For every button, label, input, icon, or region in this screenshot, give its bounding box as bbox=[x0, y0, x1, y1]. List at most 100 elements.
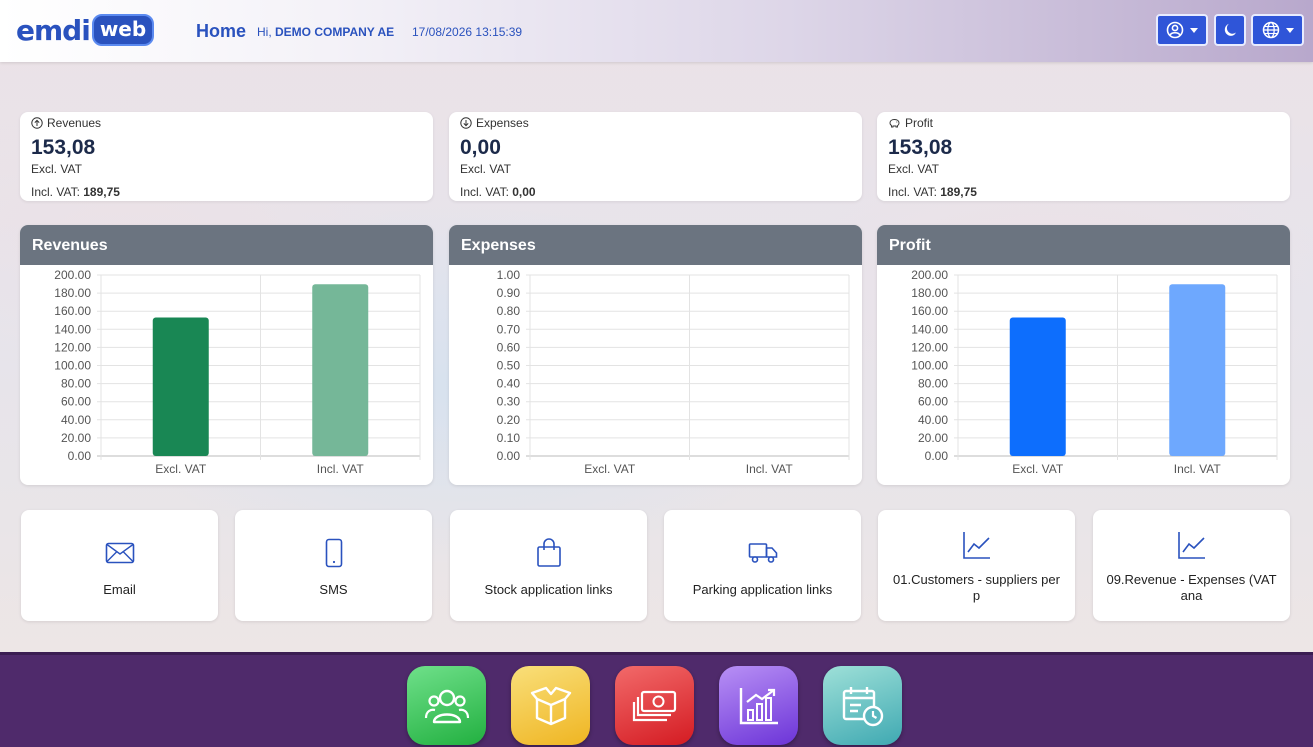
dark-mode-toggle[interactable] bbox=[1214, 14, 1246, 46]
schedule-app-button[interactable] bbox=[823, 666, 902, 745]
revenues-bar-chart: 0.00 20.00 40.00 60.00 80.00 100.00 120.00 140.… bbox=[54, 268, 421, 476]
summary-label: Expenses bbox=[476, 116, 529, 130]
revenues-summary-card: Revenues 153,08 Excl. VAT Incl. VAT: 189… bbox=[20, 112, 433, 201]
line-chart-icon bbox=[962, 532, 990, 559]
y-tick-label: 60.00 bbox=[918, 395, 948, 409]
summary-value: 153,08 bbox=[31, 136, 96, 159]
summary-excl-label: Excl. VAT bbox=[888, 162, 939, 176]
y-tick-label: 0.00 bbox=[68, 449, 92, 463]
y-tick-label: 0.40 bbox=[497, 377, 521, 391]
greeting-prefix: Hi, bbox=[257, 25, 275, 39]
y-tick-label: 0.50 bbox=[497, 359, 521, 373]
profit-chart-card: Profit 0.00 20.00 40.00 60.00 80.00 100.00 120… bbox=[877, 225, 1290, 485]
chart-title: Profit bbox=[877, 225, 1290, 265]
top-header: emdi web Home Hi, DEMO COMPANY AE 17/08/… bbox=[0, 0, 1313, 62]
summary-incl-label: Incl. VAT: bbox=[31, 185, 84, 199]
summary-incl-label: Incl. VAT: bbox=[888, 185, 941, 199]
y-tick-label: 160.00 bbox=[54, 304, 91, 318]
bottom-app-bar bbox=[0, 652, 1313, 747]
y-tick-label: 0.90 bbox=[497, 286, 521, 300]
user-menu-button[interactable] bbox=[1156, 14, 1208, 46]
y-tick-label: 0.60 bbox=[497, 340, 521, 354]
tile-label: Parking application links bbox=[692, 582, 833, 597]
items-app-button[interactable] bbox=[511, 666, 590, 745]
chart-bar bbox=[152, 317, 209, 456]
summary-incl-value: 189,75 bbox=[940, 185, 977, 199]
y-tick-label: 0.70 bbox=[497, 322, 521, 336]
revenues-chart-card: Revenues 0.00 20.00 40.00 60.00 80.00 100.00 1… bbox=[20, 225, 433, 485]
y-tick-label: 180.00 bbox=[911, 286, 948, 300]
box-icon bbox=[530, 686, 571, 725]
app-logo[interactable]: emdi web bbox=[16, 12, 155, 48]
summary-incl-vat: Incl. VAT: 189,75 bbox=[888, 185, 1279, 199]
chevron-down-icon bbox=[1190, 27, 1198, 33]
summary-incl-vat: Incl. VAT: 0,00 bbox=[460, 185, 851, 199]
summary-excl-label: Excl. VAT bbox=[31, 162, 82, 176]
parking-links-tile[interactable]: Parking application links bbox=[664, 510, 861, 621]
language-menu-button[interactable] bbox=[1251, 14, 1304, 46]
y-tick-label: 100.00 bbox=[911, 359, 948, 373]
summary-incl-value: 0,00 bbox=[512, 185, 536, 199]
y-tick-label: 100.00 bbox=[54, 359, 91, 373]
chart-bar bbox=[1009, 317, 1066, 456]
calendar-clock-icon bbox=[842, 686, 883, 726]
tile-label: Stock application links bbox=[484, 582, 613, 597]
y-tick-label: 200.00 bbox=[911, 268, 948, 282]
email-tile[interactable]: Email bbox=[21, 510, 218, 621]
summary-incl-value: 189,75 bbox=[83, 185, 120, 199]
y-tick-label: 120.00 bbox=[54, 340, 91, 354]
chart-title: Revenues bbox=[20, 225, 433, 265]
finance-app-button[interactable] bbox=[615, 666, 694, 745]
y-tick-label: 60.00 bbox=[61, 395, 91, 409]
x-tick-label: Excl. VAT bbox=[1012, 462, 1064, 476]
y-tick-label: 140.00 bbox=[911, 322, 948, 336]
moon-icon bbox=[1224, 23, 1236, 36]
tile-label: 01.Customers - suppliers per p bbox=[893, 572, 1060, 603]
expenses-summary-card: Expenses 0,00 Excl. VAT Incl. VAT: 0,00 bbox=[449, 112, 862, 201]
y-tick-label: 140.00 bbox=[54, 322, 91, 336]
chart-grid bbox=[954, 274, 1278, 460]
page-title: Home bbox=[196, 21, 247, 41]
contacts-app-button[interactable] bbox=[407, 666, 486, 745]
money-icon bbox=[632, 690, 676, 721]
stock-links-tile[interactable]: Stock application links bbox=[450, 510, 647, 621]
envelope-icon bbox=[105, 542, 134, 564]
y-tick-label: 0.80 bbox=[497, 304, 521, 318]
summary-value: 153,08 bbox=[888, 136, 953, 159]
chart-bar bbox=[1169, 284, 1226, 456]
chart-grid bbox=[526, 274, 850, 460]
y-tick-label: 20.00 bbox=[918, 431, 948, 445]
expenses-bar-chart: 0.00 0.10 0.20 0.30 0.40 0.50 0.60 0.70 0.80 0.90… bbox=[497, 268, 850, 476]
line-chart-icon bbox=[1177, 532, 1205, 559]
user-circle-icon bbox=[1166, 21, 1184, 39]
sms-tile[interactable]: SMS bbox=[235, 510, 432, 621]
customers-suppliers-report-tile[interactable]: 01.Customers - suppliers per p bbox=[878, 510, 1075, 621]
arrow-down-circle-icon bbox=[460, 117, 472, 129]
y-tick-label: 0.30 bbox=[497, 395, 521, 409]
y-tick-label: 40.00 bbox=[61, 413, 91, 427]
user-greeting: Hi, DEMO COMPANY AE bbox=[257, 25, 394, 39]
summary-incl-label: Incl. VAT: bbox=[460, 185, 513, 199]
summary-label: Revenues bbox=[47, 116, 102, 130]
x-tick-label: Incl. VAT bbox=[746, 462, 794, 476]
summary-excl-label: Excl. VAT bbox=[460, 162, 511, 176]
revenue-expenses-report-tile[interactable]: 09.Revenue - Expenses (VAT ana bbox=[1093, 510, 1290, 621]
profit-bar-chart: 0.00 20.00 40.00 60.00 80.00 100.00 120.00 140.… bbox=[911, 268, 1278, 476]
y-tick-label: 40.00 bbox=[918, 413, 948, 427]
y-tick-label: 0.00 bbox=[925, 449, 949, 463]
expenses-chart-card: Expenses 0.00 0.10 0.20 0.30 0.40 0.50 0.60 0.7… bbox=[449, 225, 862, 485]
chart-bar bbox=[312, 284, 369, 456]
logo-text: emdi bbox=[16, 13, 91, 47]
y-tick-label: 200.00 bbox=[54, 268, 91, 282]
bar-chart-icon bbox=[739, 687, 778, 724]
reports-app-button[interactable] bbox=[719, 666, 798, 745]
shopping-bag-icon bbox=[536, 538, 561, 567]
y-tick-label: 20.00 bbox=[61, 431, 91, 445]
y-tick-label: 160.00 bbox=[911, 304, 948, 318]
summary-incl-vat: Incl. VAT: 189,75 bbox=[31, 185, 422, 199]
x-tick-label: Excl. VAT bbox=[584, 462, 636, 476]
y-tick-label: 1.00 bbox=[497, 268, 521, 282]
summary-label: Profit bbox=[905, 116, 934, 130]
logo-badge: web bbox=[91, 14, 155, 46]
y-tick-label: 0.00 bbox=[497, 449, 521, 463]
